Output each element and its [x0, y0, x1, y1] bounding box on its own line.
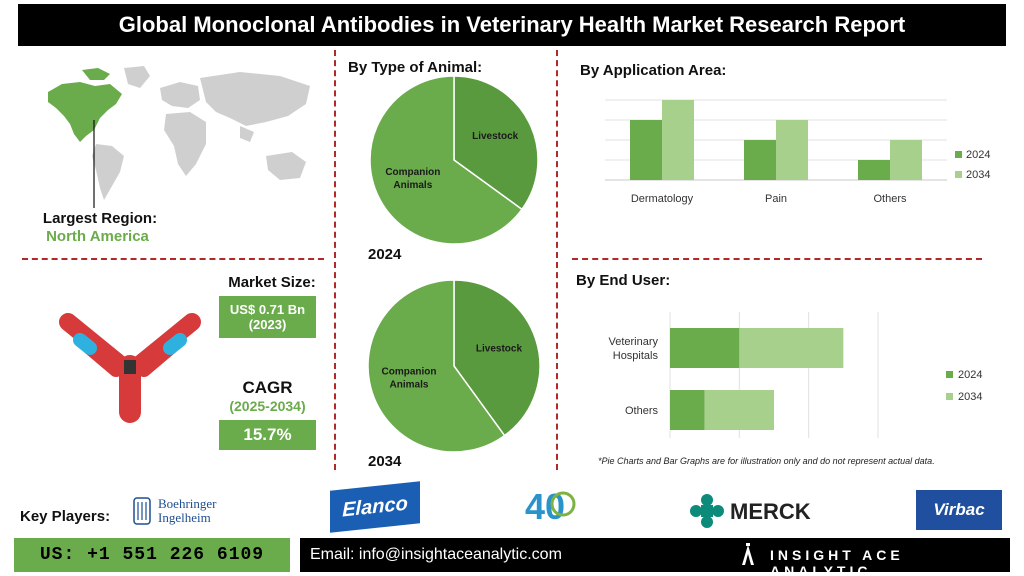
app-category-label: Pain [765, 193, 787, 205]
key-players-label: Key Players: [20, 508, 111, 525]
app-legend-swatch [955, 151, 962, 158]
cagr-period: (2025-2034) [229, 398, 306, 414]
eu-bar-others-2024 [670, 390, 705, 430]
merck-logo: MERCK [690, 494, 820, 528]
world-map [48, 66, 310, 208]
boehringer-text-line2: Ingelheim [158, 510, 211, 525]
market-size-year: (2023) [248, 317, 287, 332]
merck-emblem-icon [690, 494, 724, 528]
app-category-label: Others [873, 193, 907, 205]
eu-legend-swatch [946, 393, 953, 400]
end-user-chart: Veterinary Hospitals Others 2024 2034 [608, 312, 982, 438]
eu-legend-label: 2024 [958, 369, 982, 381]
cagr-value: 15.7% [219, 420, 316, 450]
pie-slice-livestock [453, 279, 541, 437]
pie-2034-year: 2034 [368, 453, 402, 470]
virbac-logo: Virbac [916, 490, 1002, 530]
phone-contact[interactable]: US: +1 551 226 6109 [14, 538, 290, 572]
pie-2024-year: 2024 [368, 246, 402, 263]
pie-2024: Livestock Companion Animals [369, 75, 539, 245]
animal-heading: By Type of Animal: [348, 59, 483, 76]
eu-bar-others-2034 [704, 390, 774, 430]
largest-region-value: North America [46, 228, 149, 245]
app-legend-label: 2034 [966, 169, 990, 181]
market-size-label: Market Size: [228, 274, 316, 291]
boehringer-text-line1: Boehringer [158, 496, 217, 511]
elanco-text: Elanco [342, 492, 408, 521]
elanco-logo: Elanco [330, 481, 420, 533]
pie-label-companion-animals: Companion Animals [385, 167, 440, 191]
pie-label-livestock: Livestock [472, 131, 519, 142]
eu-category-label: Veterinary Hospitals [608, 336, 658, 362]
boehringer-emblem-icon [133, 497, 151, 525]
antibody-icon [59, 313, 201, 423]
eu-bar-veterinary-hospitals-2024 [670, 328, 740, 368]
email-contact[interactable]: Email: info@insightaceanalytic.com [310, 546, 562, 563]
app-bar-dermatology-2034 [662, 100, 694, 180]
divider-vertical-right [556, 50, 558, 470]
divider-horizontal-right [572, 258, 982, 260]
virbac-text: Virbac [933, 500, 985, 519]
app-category-label: Dermatology [631, 193, 694, 205]
brand-logo-icon [742, 543, 754, 565]
pie-slice-livestock [453, 75, 539, 211]
north-america-shape [48, 82, 122, 142]
boehringer-logo: Boehringer Ingelheim [130, 494, 230, 528]
application-heading: By Application Area: [580, 62, 727, 79]
app-legend-label: 2024 [966, 149, 990, 161]
end-user-heading: By End User: [576, 272, 671, 289]
pie-slice-companion-animals [367, 279, 506, 453]
eu-legend-swatch [946, 371, 953, 378]
application-chart: Dermatology Pain Others 2024 2034 [605, 99, 990, 205]
footnote: *Pie Charts and Bar Graphs are for illus… [598, 456, 935, 466]
pie-label-livestock: Livestock [476, 343, 523, 354]
eu-category-label: Others [625, 405, 659, 417]
largest-region-label: Largest Region: [42, 210, 158, 227]
pie-slice-companion-animals [369, 75, 524, 245]
zoetis-anniversary-logo: 40 [525, 486, 585, 530]
cagr-label: CAGR [242, 378, 293, 397]
merck-text: MERCK [730, 499, 811, 524]
app-legend-swatch [955, 171, 962, 178]
divider-horizontal-left [22, 258, 324, 260]
market-size-box: US$ 0.71 Bn (2023) [219, 296, 316, 338]
zoetis-ring-icon [550, 491, 576, 517]
app-bar-others-2024 [858, 160, 890, 180]
app-bar-others-2034 [890, 140, 922, 180]
app-bar-pain-2034 [776, 120, 808, 180]
report-title: Global Monoclonal Antibodies in Veterina… [18, 4, 1006, 46]
market-size-value: US$ 0.71 Bn [229, 302, 306, 317]
app-bar-pain-2024 [744, 140, 776, 180]
eu-bar-veterinary-hospitals-2034 [739, 328, 844, 368]
app-bar-dermatology-2024 [630, 120, 662, 180]
pie-label-companion-animals: Companion Animals [382, 367, 437, 391]
pie-2034: Livestock Companion Animals [367, 279, 541, 453]
divider-vertical-left [334, 50, 336, 470]
eu-legend-label: 2034 [958, 391, 982, 403]
brand-name: INSIGHT ACE ANALYTIC [770, 547, 904, 576]
footer-bar: Email: info@insightaceanalytic.com INSIG… [300, 538, 1010, 576]
